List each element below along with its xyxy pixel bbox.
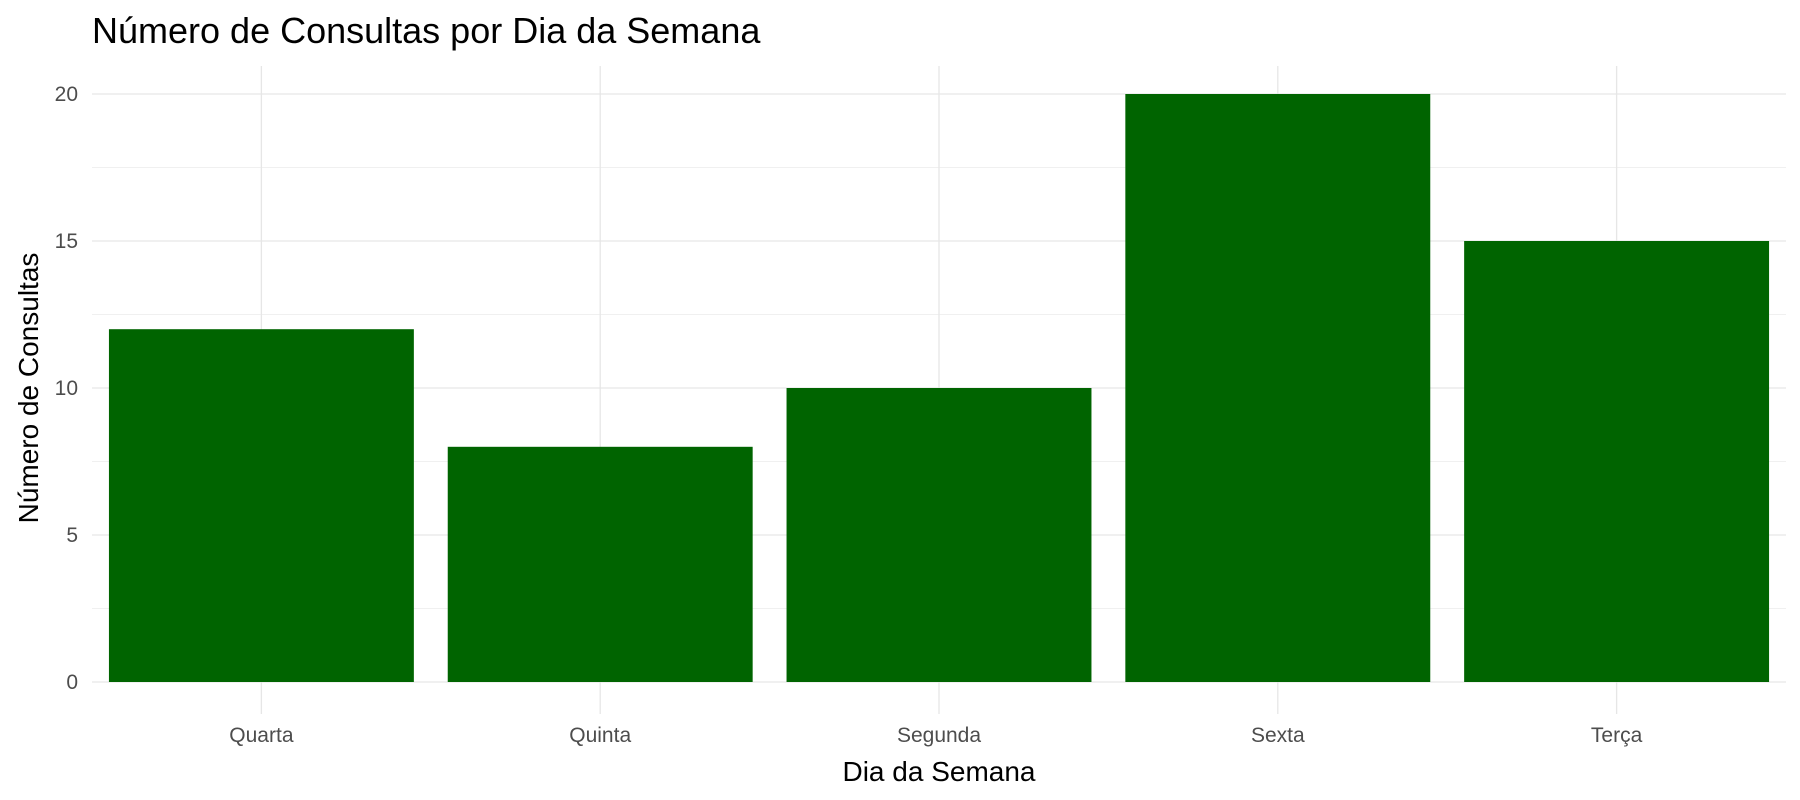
x-axis-ticks: Quarta Quinta Segunda Sexta Terça bbox=[229, 724, 1642, 747]
y-tick-label: 15 bbox=[55, 230, 78, 253]
x-tick-label: Sexta bbox=[1251, 724, 1305, 747]
y-tick-label: 0 bbox=[66, 671, 78, 694]
bar-quinta bbox=[447, 446, 753, 682]
x-tick-label: Quinta bbox=[569, 724, 631, 747]
x-tick-label: Segunda bbox=[897, 724, 981, 747]
x-axis-title: Dia da Semana bbox=[842, 756, 1035, 787]
x-tick-label: Quarta bbox=[229, 724, 294, 747]
y-tick-label: 10 bbox=[55, 377, 78, 400]
x-tick-label: Terça bbox=[1591, 724, 1643, 747]
y-tick-label: 5 bbox=[66, 524, 78, 547]
bar-segunda bbox=[786, 388, 1092, 682]
bar-terça bbox=[1464, 241, 1770, 682]
bar-sexta bbox=[1125, 94, 1431, 682]
chart-title: Número de Consultas por Dia da Semana bbox=[92, 10, 761, 51]
bars bbox=[108, 94, 1770, 682]
bar-quarta bbox=[108, 329, 414, 682]
y-tick-label: 20 bbox=[55, 83, 78, 106]
y-axis-title: Número de Consultas bbox=[13, 253, 44, 524]
y-axis-ticks: 0 5 10 15 20 bbox=[55, 83, 78, 694]
